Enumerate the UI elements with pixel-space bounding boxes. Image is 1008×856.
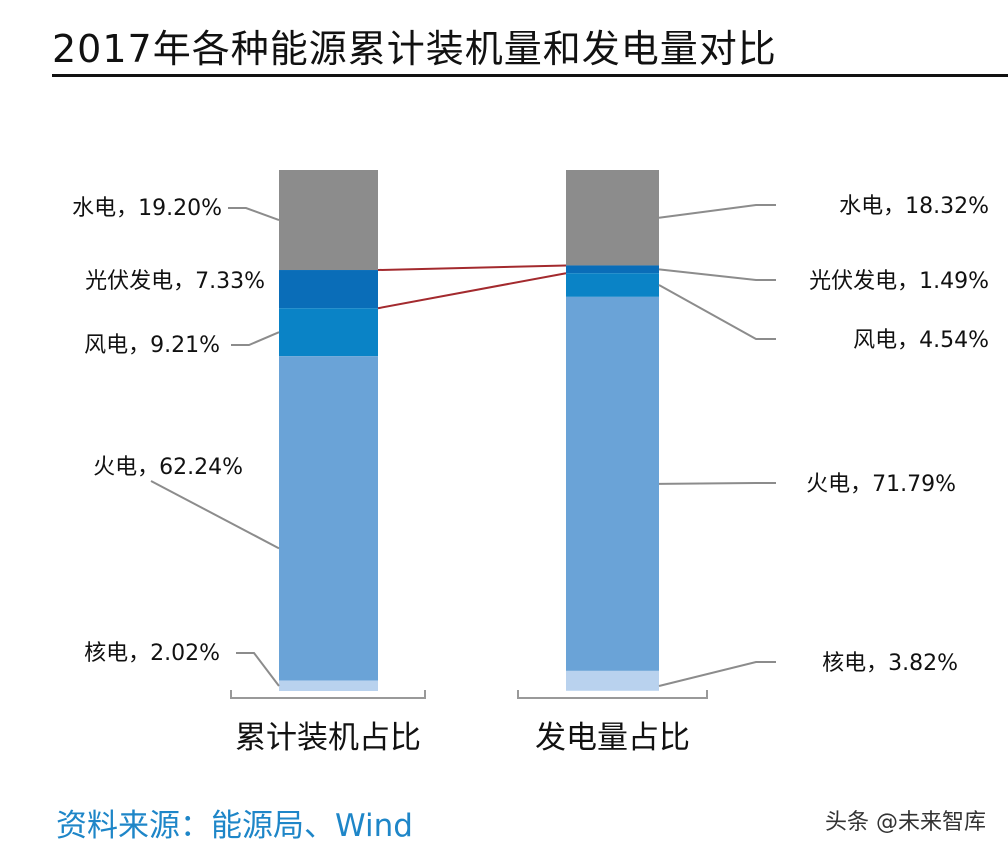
leader-line [228,207,280,221]
leader-line [658,661,776,687]
leader-line [231,331,280,346]
connector-line-solar-bottom [377,272,567,310]
chart-title: 2017年各种能源累计装机量和发电量对比 [52,27,777,71]
leader-line [236,652,280,687]
category-bracket [517,690,708,699]
bar-segment-wind-capacity [279,308,378,357]
bar-segment-solar-capacity [279,270,378,309]
data-label-nuclear: 核电，3.82% [822,651,958,676]
data-label-hydro: 水电，18.32% [839,194,989,219]
title-rule [52,74,1008,77]
data-label-thermal: 火电，71.79% [806,472,956,497]
source-note: 资料来源：能源局、Wind [56,808,413,844]
leader-line [658,284,776,340]
leader-line [658,268,776,281]
data-label-thermal: 火电，62.24% [93,455,243,480]
category-label: 累计装机占比 [235,720,421,756]
data-label-hydro: 水电，19.20% [72,196,222,221]
data-label-solar: 光伏发电，1.49% [809,269,989,294]
data-label-wind: 风电，4.54% [853,328,989,353]
data-label-solar: 光伏发电，7.33% [85,269,265,294]
data-label-nuclear: 核电，2.02% [84,641,220,666]
bar-segment-wind-generation [566,273,659,297]
bar-segment-thermal-capacity [279,356,378,681]
category-label: 发电量占比 [535,720,690,756]
bar-segment-nuclear-capacity [279,680,378,691]
leader-line [658,204,776,219]
bar-segment-thermal-generation [566,296,659,671]
bar-segment-hydro-generation [566,170,659,266]
leader-line [658,482,776,485]
leader-line [150,480,280,550]
connector-line-solar-top [377,264,567,272]
bar-segment-nuclear-generation [566,670,659,691]
data-label-wind: 风电，9.21% [84,333,220,358]
bar-segment-hydro-capacity [279,170,378,271]
stacked-bar-chart: 累计装机占比 水电，19.20% 光伏发电，7.33% 风电，9.21% 火电，62.2… [72,170,989,756]
watermark: 头条 @未来智库 [825,810,986,835]
category-bracket [230,690,426,699]
bar-segment-solar-generation [566,265,659,274]
